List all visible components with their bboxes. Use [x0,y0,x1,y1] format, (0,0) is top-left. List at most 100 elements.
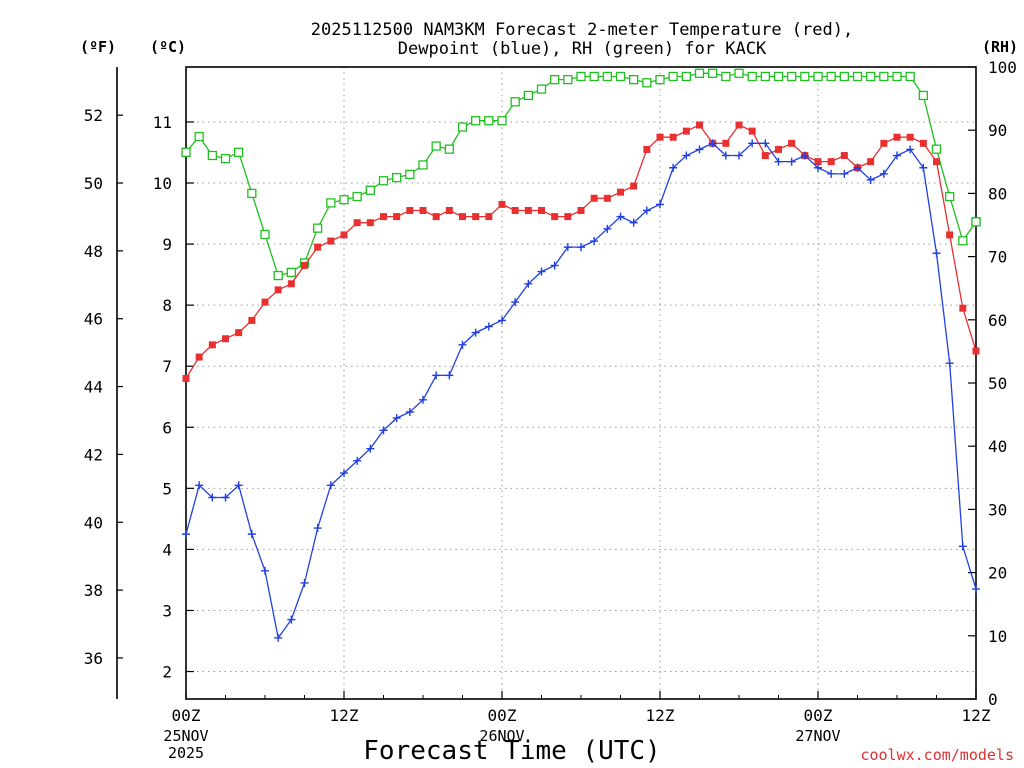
2-meter-temperature-point [840,152,848,160]
dewpoint-point [300,578,309,587]
rh-point [747,71,757,82]
dewpoint-point [340,469,348,478]
2-meter-temperature-point [182,374,190,382]
plot-frame [185,66,977,700]
celsius-tick-label: 8 [162,296,172,315]
rh-point [181,147,191,157]
dewpoint-point [471,328,480,337]
rh-point [668,71,678,82]
dewpoint-point [432,371,441,380]
celsius-tick-label: 6 [162,418,172,437]
dewpoint-point [313,524,322,533]
dewpoint-point [221,493,230,502]
dewpoint-point [866,175,875,184]
dewpoint-point [524,279,533,288]
fahrenheit-tick-label: 40 [84,513,103,532]
rh-tick-label: 40 [988,437,1007,456]
dewpoint-point [840,169,849,178]
2-meter-temperature-point [696,121,703,129]
rh-point [918,90,928,101]
x-tick-label: 00Z [172,706,201,725]
fahrenheit-tick-label: 50 [84,174,103,193]
x-date-label: 26NOV [479,727,524,745]
rh-tick-label: 80 [988,184,1007,203]
rh-point [378,176,389,186]
2-meter-temperature-point [538,206,545,214]
dewpoint-point [419,395,427,404]
rh-point [207,150,217,161]
rh-point [866,71,876,82]
rh-tick-label: 90 [988,121,1007,140]
2-meter-temperature-point [406,206,414,214]
rh-point [892,71,902,82]
dewpoint-point [287,615,296,624]
rh-point [852,71,863,82]
rh-point [523,90,533,101]
fahrenheit-unit-label: (ºF) [80,38,116,56]
gridlines [186,67,976,699]
rh-point [286,267,296,278]
dewpoint-point [261,566,269,575]
rh-point [260,229,270,240]
title-line-2: Dewpoint (blue), RH (green) for KACK [398,39,767,59]
2-meter-temperature-point [419,206,427,214]
celsius-tick-label: 3 [162,601,172,620]
2-meter-temperature-point [340,231,348,239]
2-meter-temperature-point [314,243,322,251]
rh-point [708,68,718,78]
2-meter-temperature-point [511,206,519,214]
dewpoint-point [708,139,717,148]
2-meter-temperature-point [656,133,664,141]
dewpoint-point [182,530,190,539]
dewpoint-point [893,151,901,160]
celsius-tick-label: 10 [153,174,172,193]
rh-tick-label: 60 [988,311,1007,330]
2-meter-temperature-point [775,145,782,153]
2-meter-temperature-point [195,353,203,361]
2-meter-temperature-line [185,124,977,379]
x-axis-label: Forecast Time (UTC) [363,736,660,766]
2-meter-temperature-point [814,158,822,166]
rh-tick-label: 10 [988,627,1007,646]
dewpoint-point [445,371,454,380]
rh-point [615,71,626,82]
dewpoint-point [208,493,217,502]
2-meter-temperature-point [261,298,269,306]
rh-point [642,78,652,88]
dewpoint-point [458,340,467,349]
rh-point [563,74,573,85]
x-tick-label: 12Z [646,706,675,725]
dewpoint-point [932,249,941,258]
rh-tick-label: 50 [988,374,1007,393]
rh-point [576,71,586,82]
dewpoint-point [379,426,388,435]
rh-point [220,153,231,164]
celsius-tick-label: 2 [162,663,172,682]
fahrenheit-tick-label: 48 [84,242,103,261]
2-meter-temperature-point [577,206,585,214]
rh-point [760,71,770,82]
2-meter-temperature-point [564,213,572,221]
2-meter-temperature-point [827,158,835,166]
dewpoint-point [721,151,730,160]
rh-point [510,97,520,107]
2-meter-temperature-point [287,280,295,288]
dewpoint-point [748,139,757,148]
fahrenheit-tick-label: 46 [84,310,103,329]
rh-point [655,74,665,85]
2-meter-temperature-point [301,261,308,269]
rh-point [681,71,691,82]
dewpoint-point [537,267,546,276]
2-meter-temperature-point [432,213,440,221]
celsius-tick-label: 9 [162,235,172,254]
dewpoint-point [405,408,414,417]
rh-point [339,195,349,205]
rh-point [629,74,639,85]
2-meter-temperature-point [933,158,940,166]
dewpoint-point [247,530,256,539]
rh-point [879,71,889,82]
2-meter-temperature-point [551,213,559,221]
celsius-tick-label: 4 [162,540,172,559]
rh-point [945,191,955,202]
dewpoint-point [274,633,283,642]
